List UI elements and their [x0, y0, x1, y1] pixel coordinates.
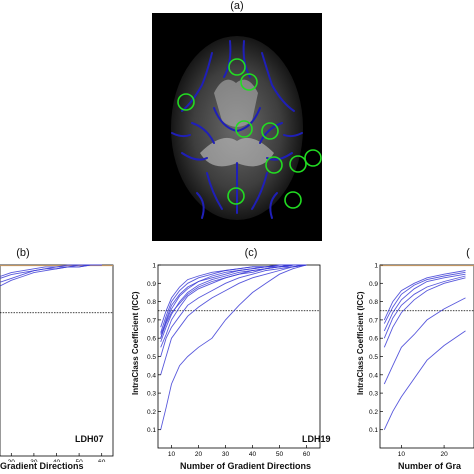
- chart-d-svg: 0.1 0.2 0.3 0.4 0.5 0.6 0.7 0.8 0.9 1 10 20: [369, 263, 474, 458]
- panel-b-subject: LDH07: [75, 434, 104, 444]
- chart-panel-c: 0.1 0.2 0.3 0.4 0.5 0.6 0.7 0.8 0.9 1 10 20 30 40 50 60: [140, 258, 326, 458]
- chart-panel-d: 0.1 0.2 0.3 0.4 0.5 0.6 0.7 0.8 0.9 1 10 20: [362, 258, 474, 458]
- roi-circle: [240, 73, 258, 91]
- roi-circle: [289, 155, 307, 173]
- y-tick-label: 0.1: [147, 427, 156, 434]
- roi-circle: [284, 191, 302, 209]
- x-tick-label: 40: [249, 451, 257, 458]
- y-tick-label: 0.3: [369, 391, 378, 398]
- brain-image: [152, 13, 322, 241]
- y-tick-label: 0.6: [369, 336, 378, 343]
- y-tick-label: 0.1: [369, 427, 378, 434]
- roi-circle: [227, 187, 245, 205]
- x-tick-label: 50: [276, 451, 284, 458]
- x-tick-label: 20: [195, 451, 203, 458]
- panel-d-label: (: [466, 247, 470, 259]
- y-tick-label: 0.3: [147, 391, 156, 398]
- series-line-5: [383, 277, 466, 348]
- series-line-4: [0, 264, 102, 277]
- y-tick-label: 0.7: [147, 317, 156, 324]
- y-tick-label: 0.4: [147, 372, 156, 379]
- panel-c-subject: LDH19: [302, 434, 331, 444]
- x-tick-label: 60: [98, 459, 106, 462]
- y-tick-label: 0.2: [369, 409, 378, 416]
- y-tick-label: 0.8: [147, 299, 156, 306]
- series-line-1: [383, 270, 466, 321]
- y-tick-label: 1: [374, 263, 378, 270]
- y-tick-label: 0.5: [369, 354, 378, 361]
- panel-b-label: (b): [16, 247, 30, 259]
- series-line-9: [160, 264, 307, 375]
- x-tick-label: 20: [440, 451, 448, 458]
- roi-circle: [261, 122, 279, 140]
- series-line-7: [383, 330, 466, 430]
- series-line-10: [160, 264, 307, 430]
- series-line-3: [383, 273, 466, 332]
- panel-c-label: (c): [244, 247, 258, 259]
- roi-circle: [177, 93, 195, 111]
- series-line-6: [383, 297, 466, 385]
- plot-frame: [379, 264, 474, 449]
- panel-b-xlabel: Gradient Directions: [0, 461, 84, 471]
- series-line-6: [160, 264, 307, 348]
- roi-circles: [177, 58, 322, 209]
- y-tick-label: 0.7: [369, 317, 378, 324]
- series-line-7: [160, 264, 307, 339]
- series-line-2: [383, 271, 466, 324]
- x-tick-label: 10: [168, 451, 176, 458]
- x-tick-label: 60: [303, 451, 311, 458]
- series-line-8: [160, 264, 307, 357]
- panel-c-ylabel: IntraClass Coefficient (ICC): [131, 291, 140, 395]
- series-line-3: [0, 264, 102, 287]
- chart-c-svg: 0.1 0.2 0.3 0.4 0.5 0.6 0.7 0.8 0.9 1 10 20 30 40 50 60: [147, 263, 321, 458]
- panel-d-xlabel: Number of Gra: [398, 461, 462, 471]
- y-tick-label: 1: [152, 263, 156, 270]
- roi-circle: [265, 156, 283, 174]
- plot-frame: [0, 264, 114, 457]
- roi-circle: [304, 149, 322, 167]
- x-tick-label: 30: [222, 451, 230, 458]
- panel-a-label: (a): [230, 0, 244, 12]
- series-line-4: [383, 275, 466, 339]
- roi-circle: [235, 120, 253, 138]
- series-line-4: [160, 264, 307, 328]
- y-tick-label: 0.8: [369, 299, 378, 306]
- y-tick-label: 0.5: [147, 354, 156, 361]
- y-tick-label: 0.9: [369, 281, 378, 288]
- y-tick-label: 0.6: [147, 336, 156, 343]
- y-tick-label: 0.2: [147, 409, 156, 416]
- y-tick-label: 0.4: [369, 372, 378, 379]
- x-tick-label: 10: [398, 451, 406, 458]
- roi-circle: [228, 58, 246, 76]
- panel-c-xlabel: Number of Gradient Directions: [180, 461, 312, 471]
- y-tick-label: 0.9: [147, 281, 156, 288]
